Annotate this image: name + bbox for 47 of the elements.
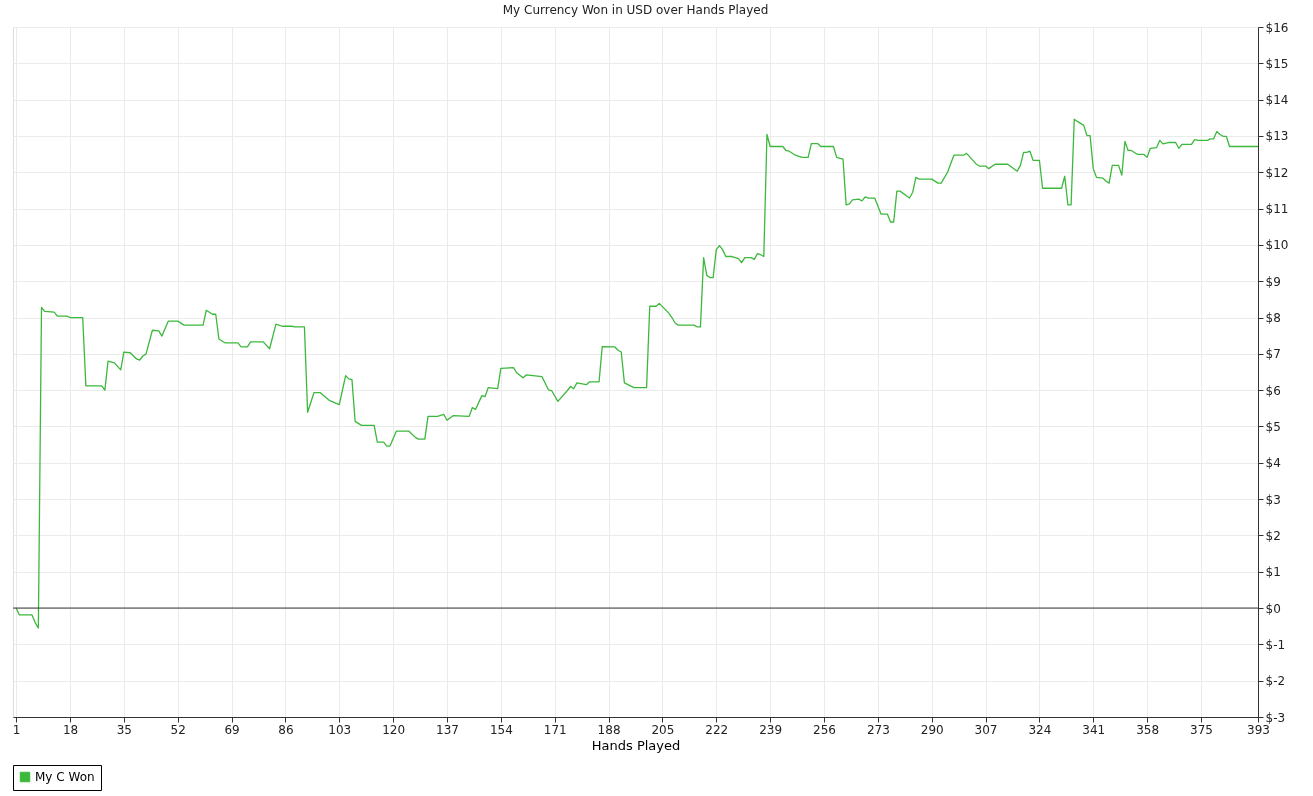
y-tick-label: $4 xyxy=(1265,456,1281,471)
y-tick-label: $14 xyxy=(1265,93,1289,108)
chart-title: My Currency Won in USD over Hands Played xyxy=(502,3,769,17)
x-tick-label: 18 xyxy=(62,722,79,737)
y-tick-label: $11 xyxy=(1265,202,1289,217)
y-tick-label: $9 xyxy=(1265,274,1281,289)
y-tick-label: $16 xyxy=(1265,20,1289,35)
x-tick-label: 188 xyxy=(597,722,621,737)
x-tick-label: 35 xyxy=(116,722,133,737)
y-tick-label: $-1 xyxy=(1265,637,1286,652)
y-tick-label: $6 xyxy=(1265,383,1281,398)
y-tick-label: $-3 xyxy=(1265,710,1286,725)
x-tick-label: 171 xyxy=(543,722,567,737)
x-tick-label: 154 xyxy=(489,722,513,737)
x-axis-title: Hands Played xyxy=(591,737,681,753)
x-tick-label: 52 xyxy=(170,722,186,737)
y-tick-label: $12 xyxy=(1265,165,1289,180)
x-tick-label: 341 xyxy=(1082,722,1106,737)
x-tick-label: 239 xyxy=(759,722,783,737)
x-tick-label: 324 xyxy=(1028,722,1052,737)
x-tick-label: 205 xyxy=(651,722,675,737)
x-tick-label: 256 xyxy=(813,722,836,737)
y-tick-label: $10 xyxy=(1265,238,1289,253)
x-tick-label: 290 xyxy=(920,722,944,737)
x-tick-label: 1 xyxy=(12,722,21,737)
y-tick-label: $0 xyxy=(1265,601,1281,616)
y-tick-label: $5 xyxy=(1265,419,1281,434)
x-tick-label: 103 xyxy=(328,722,352,737)
y-tick-label: $2 xyxy=(1265,528,1281,543)
x-tick-label: 358 xyxy=(1136,722,1160,737)
y-tick-label: $15 xyxy=(1265,56,1289,71)
y-tick-label: $13 xyxy=(1265,129,1289,144)
x-tick-label: 120 xyxy=(382,722,406,737)
y-tick-label: $1 xyxy=(1265,565,1281,580)
y-tick-label: $7 xyxy=(1265,347,1281,362)
y-tick-label: $-2 xyxy=(1265,674,1286,689)
y-tick-label: $8 xyxy=(1265,311,1281,326)
y-tick-label: $3 xyxy=(1265,492,1281,507)
x-tick-label: 137 xyxy=(436,722,459,737)
legend-label: My C Won xyxy=(35,770,95,784)
x-tick-label: 307 xyxy=(974,722,998,737)
x-tick-label: 375 xyxy=(1190,722,1213,737)
x-tick-label: 86 xyxy=(278,722,294,737)
x-tick-label: 393 xyxy=(1247,722,1270,737)
x-tick-label: 69 xyxy=(224,722,240,737)
x-tick-label: 273 xyxy=(866,722,890,737)
x-tick-label: 222 xyxy=(705,722,729,737)
